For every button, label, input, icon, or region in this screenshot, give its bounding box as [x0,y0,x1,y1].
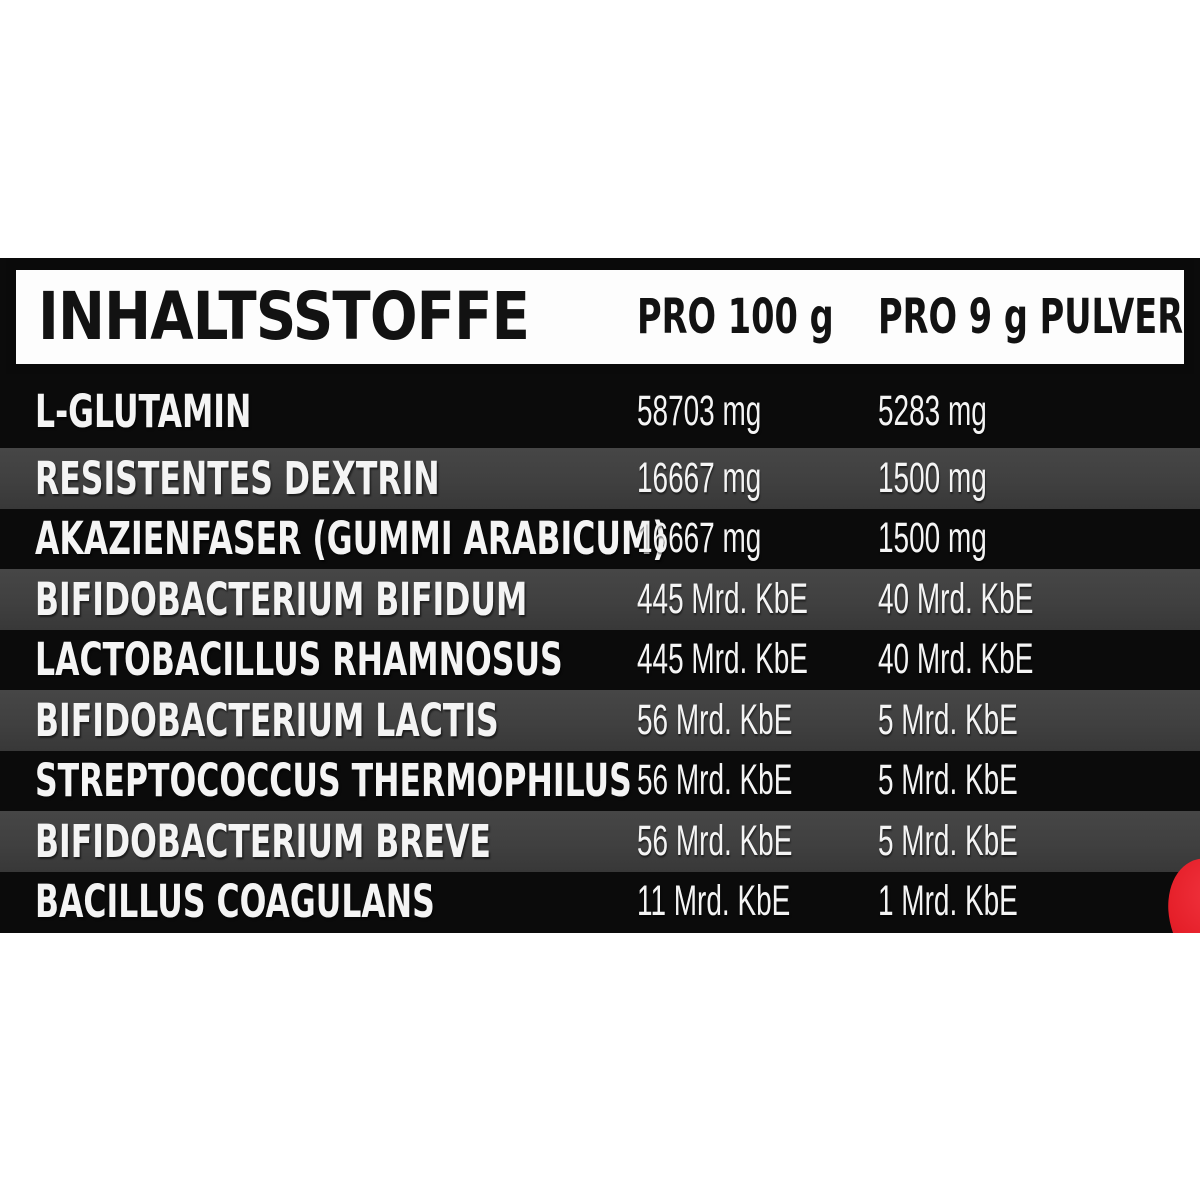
value-per-9g: 5 Mrd. KbE [878,756,1018,805]
ingredient-name: BIFIDOBACTERIUM BREVE [35,814,491,868]
ingredient-name: BIFIDOBACTERIUM BIFIDUM [35,572,528,626]
value-per-100g: 11 Mrd. KbE [637,877,791,926]
ingredient-name: L-GLUTAMIN [35,384,252,438]
table-body: L-GLUTAMIN 58703 mg 5283 mg RESISTENTES … [0,374,1200,932]
column-header-per-9g-pulver: PRO 9 g PULVER [878,289,1184,345]
table-row: BIFIDOBACTERIUM LACTIS 56 Mrd. KbE 5 Mrd… [0,690,1200,751]
value-per-9g: 5 Mrd. KbE [878,816,1018,865]
table-row: BIFIDOBACTERIUM BIFIDUM 445 Mrd. KbE 40 … [0,569,1200,630]
value-per-9g: 5283 mg [878,386,987,435]
value-per-9g: 40 Mrd. KbE [878,574,1034,623]
ingredient-name: AKAZIENFASER (GUMMI ARABICUM) [35,512,667,566]
value-per-100g: 58703 mg [637,386,762,435]
ingredient-name: BIFIDOBACTERIUM LACTIS [35,693,499,747]
table-header: INHALTSSTOFFE PRO 100 g PRO 9 g PULVER [6,258,1194,374]
table-title: INHALTSSTOFFE [38,278,530,355]
value-per-100g: 445 Mrd. KbE [637,635,808,684]
table-row: AKAZIENFASER (GUMMI ARABICUM) 16667 mg 1… [0,508,1200,569]
value-per-100g: 56 Mrd. KbE [637,695,793,744]
column-header-per-100g: PRO 100 g [637,289,834,345]
table-row: RESISTENTES DEXTRIN 16667 mg 1500 mg [0,448,1200,509]
value-per-9g: 40 Mrd. KbE [878,635,1034,684]
value-per-100g: 16667 mg [637,514,762,563]
table-row: BIFIDOBACTERIUM BREVE 56 Mrd. KbE 5 Mrd.… [0,811,1200,872]
ingredients-table: INHALTSSTOFFE PRO 100 g PRO 9 g PULVER L… [0,258,1200,933]
ingredient-name: RESISTENTES DEXTRIN [35,451,440,505]
value-per-100g: 56 Mrd. KbE [637,816,793,865]
ingredient-name: LACTOBACILLUS RHAMNOSUS [35,633,563,687]
table-row: BACILLUS COAGULANS 11 Mrd. KbE 1 Mrd. Kb… [0,871,1200,932]
value-per-9g: 1500 mg [878,514,987,563]
value-per-9g: 5 Mrd. KbE [878,695,1018,744]
value-per-100g: 56 Mrd. KbE [637,756,793,805]
ingredient-name: BACILLUS COAGULANS [35,875,435,929]
value-per-100g: 445 Mrd. KbE [637,574,808,623]
value-per-9g: 1500 mg [878,453,987,502]
table-row: L-GLUTAMIN 58703 mg 5283 mg [0,374,1200,448]
ingredient-name: STREPTOCOCCUS THERMOPHILUS [35,754,632,808]
table-row: STREPTOCOCCUS THERMOPHILUS 56 Mrd. KbE 5… [0,750,1200,811]
value-per-9g: 1 Mrd. KbE [878,877,1018,926]
table-row: LACTOBACILLUS RHAMNOSUS 445 Mrd. KbE 40 … [0,629,1200,690]
value-per-100g: 16667 mg [637,453,762,502]
